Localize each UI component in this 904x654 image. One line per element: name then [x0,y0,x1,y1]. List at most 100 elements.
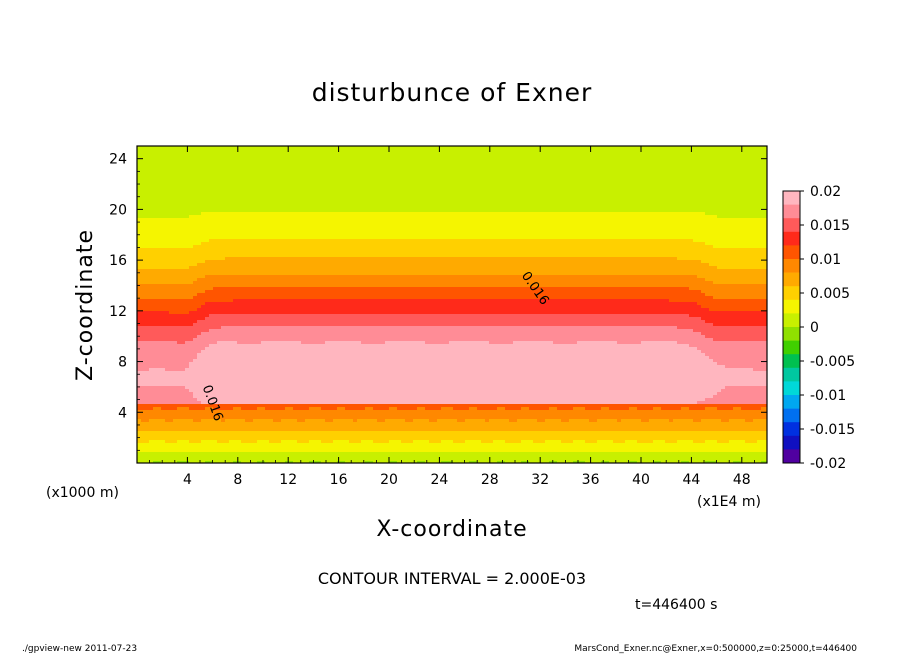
contour-cell [569,182,574,186]
contour-cell [285,149,290,153]
contour-cell [325,236,330,240]
contour-cell [385,149,390,153]
contour-cell [313,239,318,243]
contour-cell [329,221,334,225]
contour-cell [637,164,642,168]
contour-cell [761,182,766,186]
contour-cell [313,149,318,153]
contour-cell [589,167,594,171]
contour-cell [217,239,222,243]
contour-cell [553,197,558,201]
contour-cell [281,224,286,228]
contour-cell [397,197,402,201]
contour-cell [689,215,694,219]
contour-cell [241,182,246,186]
contour-cell [313,176,318,180]
contour-cell [313,212,318,216]
contour-cell [373,149,378,153]
contour-cell [661,203,666,207]
contour-cell [657,164,662,168]
contour-cell [253,224,258,228]
contour-cell [365,176,370,180]
contour-cell [417,221,422,225]
contour-cell [741,221,746,225]
contour-cell [269,182,274,186]
contour-cell [585,194,590,198]
contour-cell [157,176,162,180]
contour-cell [281,164,286,168]
contour-cell [297,227,302,231]
contour-cell [401,218,406,222]
contour-cell [689,191,694,195]
contour-cell [525,149,530,153]
contour-cell [141,179,146,183]
contour-cell [141,203,146,207]
contour-cell [557,179,562,183]
contour-cell [633,176,638,180]
contour-cell [449,224,454,228]
contour-cell [761,203,766,207]
contour-cell [377,224,382,228]
contour-cell [421,179,426,183]
contour-cell [613,152,618,156]
contour-cell [517,149,522,153]
contour-cell [449,203,454,207]
contour-cell [553,191,558,195]
contour-cell [245,215,250,219]
contour-cell [705,158,710,162]
contour-cell [285,227,290,231]
contour-cell [425,164,430,168]
contour-cell [333,227,338,231]
contour-cell [381,200,386,204]
contour-cell [509,224,514,228]
contour-cell [237,221,242,225]
contour-cell [425,206,430,210]
contour-cell [657,188,662,192]
contour-cell [665,236,670,240]
contour-cell [205,221,210,225]
contour-cell [293,221,298,225]
contour-cell [649,215,654,219]
contour-cell [325,146,330,150]
contour-cell [229,233,234,237]
contour-cell [145,227,150,231]
contour-cell [281,176,286,180]
contour-cell [409,206,414,210]
contour-cell [653,215,658,219]
contour-cell [753,146,758,150]
contour-cell [441,206,446,210]
contour-cell [381,206,386,210]
contour-cell [341,179,346,183]
contour-cell [701,224,706,228]
contour-cell [161,191,166,195]
contour-cell [213,188,218,192]
contour-cell [413,230,418,234]
contour-cell [353,203,358,207]
contour-cell [141,146,146,150]
contour-cell [561,230,566,234]
contour-cell [173,158,178,162]
contour-cell [513,182,518,186]
contour-cell [513,194,518,198]
contour-cell [661,227,666,231]
contour-cell [737,233,742,237]
contour-cell [465,197,470,201]
contour-cell [537,146,542,150]
contour-cell [745,236,750,240]
contour-cell [333,149,338,153]
contour-cell [265,152,270,156]
contour-cell [717,194,722,198]
contour-cell [725,176,730,180]
contour-cell [217,227,222,231]
contour-cell [201,197,206,201]
contour-cell [317,200,322,204]
contour-cell [693,200,698,204]
contour-cell [429,203,434,207]
contour-cell [177,218,182,222]
contour-cell [177,167,182,171]
contour-cell [681,209,686,213]
contour-cell [397,152,402,156]
contour-cell [665,170,670,174]
contour-cell [373,230,378,234]
contour-cell [613,173,618,177]
